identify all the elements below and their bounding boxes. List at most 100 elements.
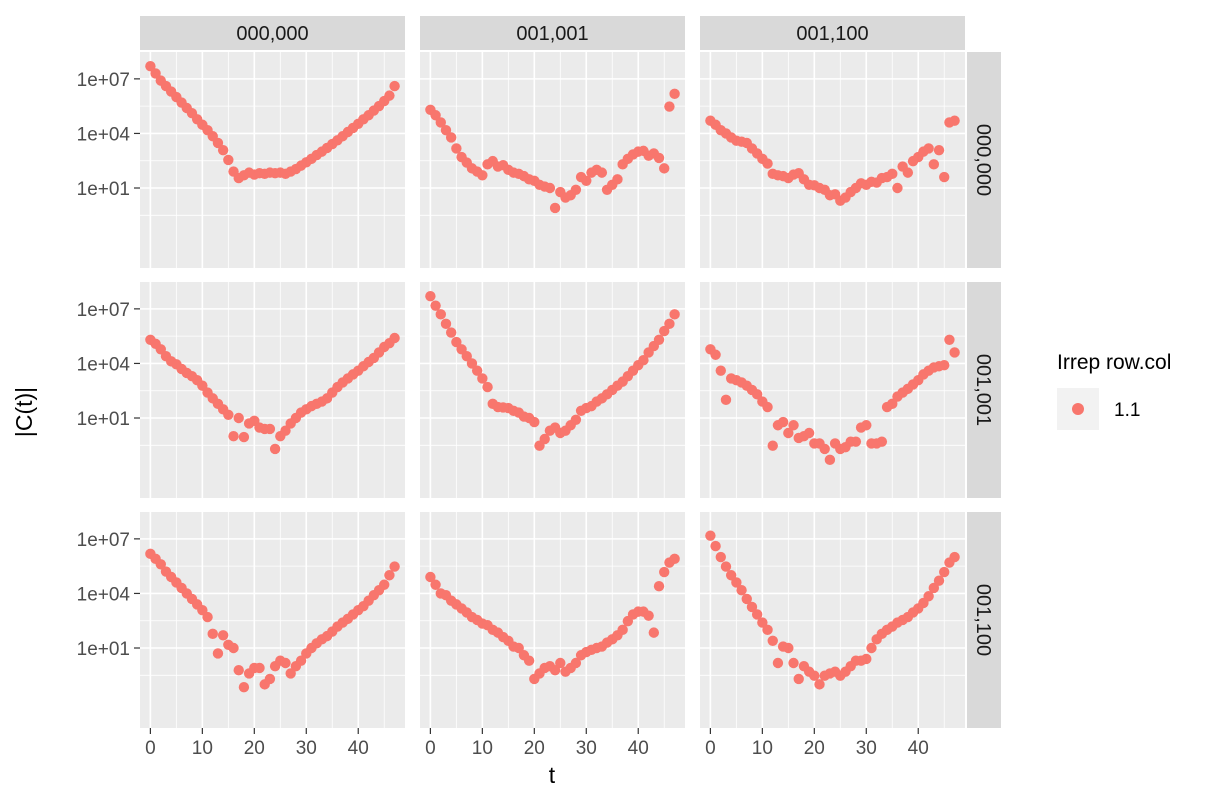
data-point [384, 90, 395, 101]
data-point [145, 60, 156, 72]
x-axis-ticks: 0 10 20 30 40 0 10 20 30 40 0 10 20 30 40 [145, 728, 929, 759]
data-point [445, 327, 457, 338]
data-point [228, 430, 239, 442]
data-point [949, 115, 960, 126]
data-point [466, 358, 478, 369]
data-point [944, 334, 955, 345]
data-point [233, 665, 244, 676]
panel-background [700, 52, 965, 268]
data-point [876, 436, 888, 447]
data-point [451, 143, 462, 154]
y-tick-label: 1e+04 [77, 584, 131, 605]
data-point [751, 389, 763, 400]
data-point [482, 381, 493, 393]
facet-strip-row: 001,100 [967, 512, 1001, 728]
data-point [523, 655, 535, 666]
data-point [861, 653, 872, 665]
facet-panel [140, 512, 405, 728]
data-point [430, 579, 441, 590]
data-point [783, 427, 794, 439]
facet-panel [140, 282, 405, 498]
data-point [477, 373, 488, 384]
facet-panel [420, 512, 685, 728]
data-point [389, 561, 400, 572]
y-tick-label: 1e+07 [77, 70, 130, 91]
data-point [653, 152, 665, 164]
strip-background [967, 282, 1001, 498]
data-point [710, 540, 721, 552]
data-point [731, 577, 742, 588]
y-tick-label: 1e+01 [77, 639, 130, 660]
data-point [710, 349, 721, 360]
data-point [529, 416, 540, 428]
facet-col-label: 000,000 [236, 23, 308, 45]
data-point [669, 88, 680, 100]
y-axis-ticks: 1e+01 1e+04 1e+07 1e+01 1e+04 1e+07 1e+01 1e+04… [77, 70, 140, 660]
data-point [477, 170, 488, 181]
strip-background [967, 512, 1001, 728]
x-tick-label: 30 [576, 738, 597, 759]
y-tick-label: 1e+04 [77, 124, 131, 145]
data-point [389, 332, 400, 344]
data-point [295, 655, 307, 666]
data-point [939, 566, 950, 578]
data-point [217, 144, 229, 156]
data-point [757, 617, 768, 628]
data-point [544, 182, 556, 194]
data-point [217, 630, 229, 641]
data-point [725, 570, 737, 581]
data-point [720, 561, 732, 572]
data-point [659, 163, 670, 174]
data-point [233, 412, 244, 424]
panel-background [420, 512, 685, 728]
y-tick-label: 1e+01 [77, 409, 130, 430]
strip-background [420, 16, 685, 50]
y-tick-label: 1e+01 [77, 179, 130, 200]
x-tick-label: 40 [628, 738, 649, 759]
x-tick-label: 20 [804, 738, 825, 759]
x-tick-label: 30 [296, 738, 317, 759]
data-point [653, 580, 665, 592]
data-point [772, 657, 784, 669]
data-point [638, 355, 649, 366]
data-point [440, 125, 452, 136]
data-point [570, 414, 582, 425]
facet-strip-row: 001,001 [967, 282, 1001, 498]
legend-title: Irrep row.col [1057, 351, 1171, 374]
data-point [751, 609, 763, 620]
data-point [902, 167, 914, 178]
panel-background [140, 282, 405, 498]
y-tick-label: 1e+07 [77, 300, 130, 321]
data-point [238, 431, 250, 443]
facet-col-label: 001,100 [796, 23, 868, 45]
facet-panel [420, 52, 685, 268]
data-point [596, 167, 608, 178]
data-point [555, 657, 566, 669]
panel-background [140, 52, 405, 268]
data-point [379, 579, 390, 590]
x-tick-label: 40 [348, 738, 369, 759]
data-point [539, 433, 550, 445]
y-tick-label: 1e+04 [77, 354, 131, 375]
data-point [570, 657, 582, 669]
data-point [928, 159, 940, 170]
x-tick-label: 20 [244, 738, 265, 759]
data-point [809, 670, 820, 681]
data-point [223, 154, 234, 166]
x-tick-label: 10 [752, 738, 773, 759]
data-point [513, 642, 524, 654]
data-point [435, 309, 446, 320]
data-point [445, 132, 457, 143]
y-tick-label: 1e+07 [77, 530, 130, 551]
data-point [933, 144, 945, 156]
data-point [933, 575, 945, 586]
data-point [264, 423, 276, 435]
data-point [746, 601, 758, 613]
data-point [788, 657, 799, 669]
facet-strip-col: 000,000 [140, 16, 405, 50]
data-point [793, 673, 804, 685]
data-point [440, 318, 452, 330]
data-point [892, 182, 903, 194]
data-point [435, 117, 446, 128]
